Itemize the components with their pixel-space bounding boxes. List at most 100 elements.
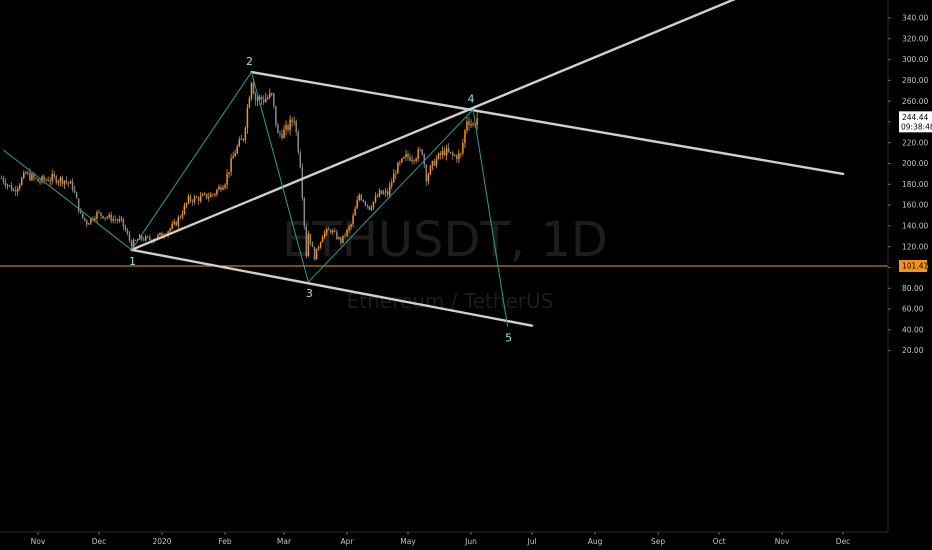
wave-segment[interactable]: [3, 149, 132, 251]
candle-body: [443, 150, 446, 156]
candle-body: [439, 153, 442, 156]
candle-body: [49, 180, 51, 182]
candle-body: [201, 194, 204, 196]
candle-body: [386, 191, 389, 195]
candle-body: [299, 152, 302, 168]
candle-body: [382, 192, 385, 194]
candle-body: [169, 228, 171, 232]
candle-body: [81, 213, 84, 218]
candle-body: [27, 172, 29, 174]
candle-body: [295, 121, 297, 133]
candle-body: [230, 158, 232, 173]
candle-body: [77, 198, 80, 212]
candle-body: [399, 162, 401, 163]
lower-channel-line[interactable]: [130, 248, 534, 327]
candle-body: [242, 139, 245, 141]
upper-channel-line[interactable]: [250, 70, 845, 176]
candle-body: [447, 148, 450, 152]
candle-body: [73, 189, 76, 193]
candle-body: [344, 235, 346, 237]
candle-body: [248, 98, 251, 108]
wave-segment[interactable]: [131, 71, 252, 251]
candle-body: [210, 194, 212, 197]
candle-body: [86, 220, 88, 225]
candle-body: [79, 211, 82, 214]
candle-body: [195, 196, 198, 198]
candle-body: [179, 216, 182, 218]
candle-body: [41, 176, 43, 182]
candle-body: [275, 106, 277, 125]
candle-body: [366, 204, 369, 206]
candle-body: [214, 194, 216, 196]
candle-body: [149, 237, 151, 240]
candle-body: [118, 219, 121, 221]
candle-body: [116, 219, 119, 221]
candle-body: [368, 205, 371, 210]
candle-body: [134, 240, 137, 242]
candle-body: [98, 211, 100, 213]
candle-body: [236, 146, 238, 153]
candle-body: [458, 153, 460, 160]
candle-body: [327, 229, 330, 231]
time-axis[interactable]: Nov Dec 2020 Feb Mar Apr May Jun Jul Aug Sep Oct Nov…: [31, 532, 851, 546]
candle-body: [472, 123, 474, 125]
candle-body: [283, 129, 285, 139]
candle-body: [285, 125, 287, 130]
elliott-wave-layer[interactable]: 1 2 3 4 5: [3, 55, 512, 345]
trend-lines-layer[interactable]: [130, 0, 845, 327]
wave-segment[interactable]: [250, 71, 309, 283]
candle-body: [142, 239, 145, 241]
candle-body: [403, 156, 405, 159]
candle-body: [317, 247, 320, 249]
price-tick-label: 160.00: [902, 201, 928, 210]
candle-body: [126, 230, 129, 234]
candle-body: [390, 182, 393, 186]
current-price-tag: [899, 111, 932, 133]
candle-body: [254, 93, 257, 101]
candle-body: [454, 155, 456, 157]
candle-body: [94, 218, 96, 220]
candle-body: [75, 192, 78, 199]
candle-body: [161, 232, 163, 236]
wave-segment[interactable]: [308, 109, 474, 283]
candle-body: [183, 205, 186, 214]
candle-body: [384, 191, 387, 193]
candle-body: [342, 235, 344, 243]
candle-body: [102, 215, 104, 219]
candle-body: [29, 172, 31, 181]
candle-body: [43, 176, 45, 180]
candle-body: [378, 190, 381, 197]
candle-body: [311, 243, 314, 248]
candle-body: [232, 156, 234, 159]
price-tick-label: 220.00: [902, 138, 928, 147]
time-tick-label: Dec: [836, 537, 851, 546]
candle-body: [112, 218, 114, 221]
candle-body: [297, 132, 299, 153]
watermark: ETHUSDT, 1D Ethereum / TetherUS: [282, 212, 608, 313]
candle-body: [470, 124, 472, 126]
wave-segment[interactable]: [472, 109, 509, 327]
candle-body: [425, 165, 428, 182]
candle-body: [59, 177, 62, 182]
candle-body: [340, 237, 342, 243]
candle-body: [346, 229, 348, 236]
candle-body: [57, 181, 60, 183]
price-tick-label: 120.00: [902, 242, 928, 251]
candle-body: [71, 181, 74, 190]
time-axis-panel[interactable]: [0, 532, 932, 550]
candle-body: [45, 179, 47, 181]
candle-body: [352, 215, 354, 225]
candle-body: [388, 185, 391, 195]
candle-body: [279, 133, 281, 135]
candle-body: [96, 211, 98, 219]
candle-body: [226, 173, 228, 185]
time-tick-label: Jun: [464, 537, 477, 546]
candle-body: [307, 233, 310, 257]
candle-body: [476, 118, 478, 126]
candle-body: [319, 242, 322, 248]
candle-body: [466, 121, 468, 131]
rising-line[interactable]: [130, 0, 740, 252]
wave-label-5: 5: [505, 332, 512, 345]
candle-body: [277, 124, 279, 134]
